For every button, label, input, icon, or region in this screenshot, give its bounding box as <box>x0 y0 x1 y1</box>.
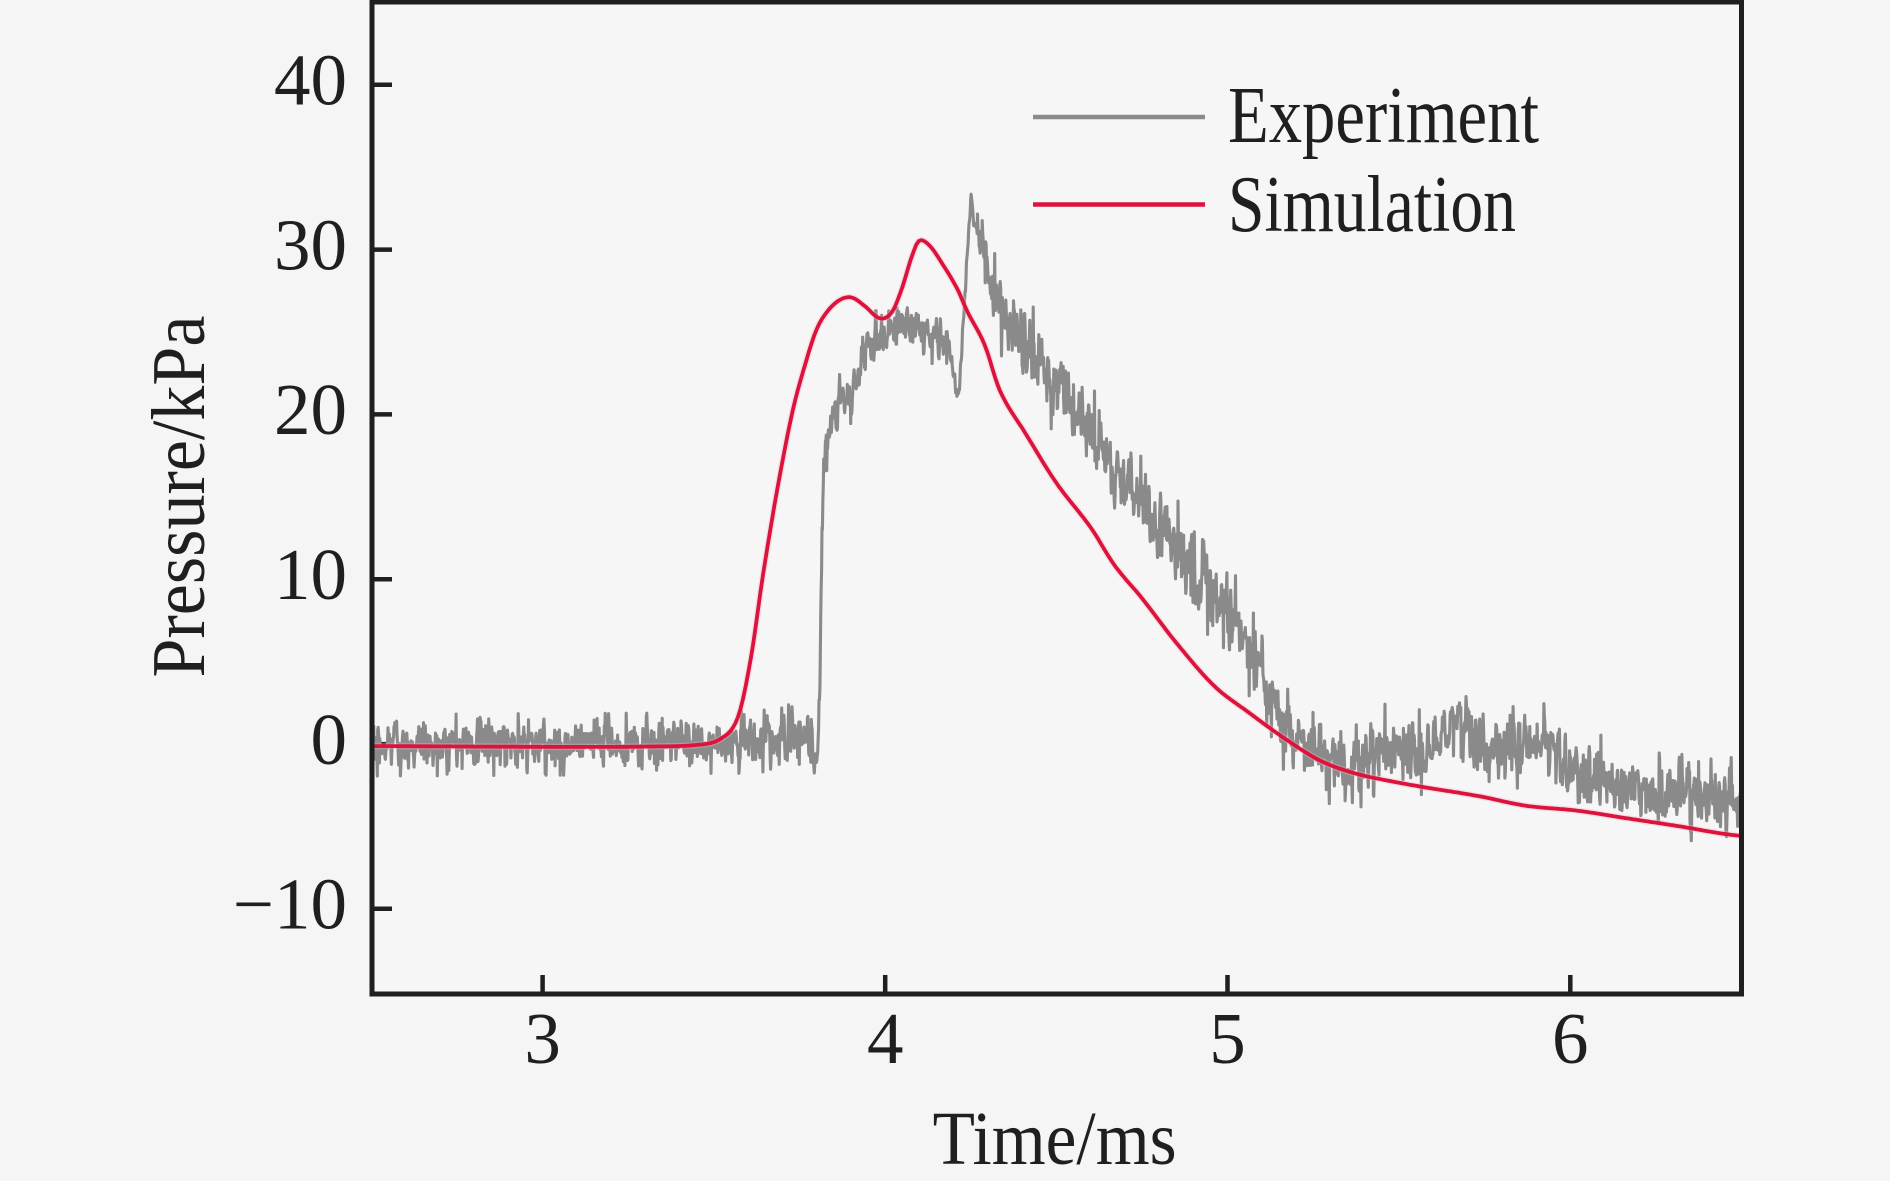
svg-text:Pressure/kPa: Pressure/kPa <box>137 316 221 678</box>
svg-text:10: 10 <box>274 534 347 615</box>
svg-text:0: 0 <box>311 699 348 780</box>
svg-text:Experiment: Experiment <box>1228 70 1539 160</box>
svg-text:−10: −10 <box>233 864 347 945</box>
svg-text:4: 4 <box>867 998 904 1079</box>
svg-text:30: 30 <box>274 204 347 285</box>
svg-text:3: 3 <box>524 998 561 1079</box>
svg-text:40: 40 <box>274 40 347 121</box>
svg-text:6: 6 <box>1552 998 1589 1079</box>
svg-text:5: 5 <box>1209 998 1246 1079</box>
svg-text:20: 20 <box>274 369 347 450</box>
svg-text:Time/ms: Time/ms <box>933 1097 1177 1181</box>
svg-text:Simulation: Simulation <box>1228 159 1516 249</box>
